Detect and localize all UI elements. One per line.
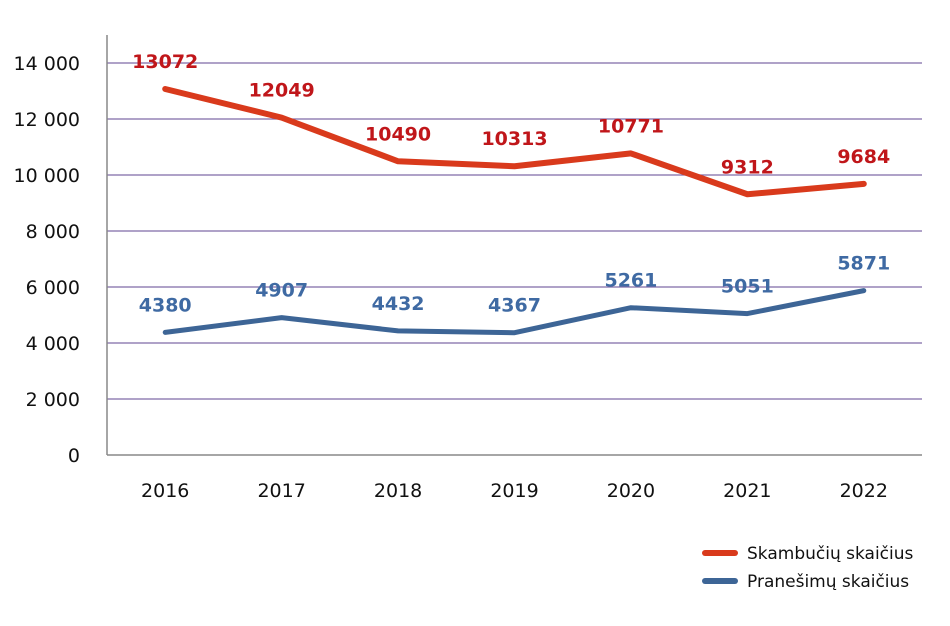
data-label: 4367 [488, 295, 541, 317]
legend-label: Skambučių skaičius [747, 544, 914, 564]
x-tick-label: 2016 [141, 480, 189, 502]
series-line-0 [162, 85, 867, 198]
y-tick-label: 4 000 [26, 333, 80, 355]
x-tick-label: 2017 [257, 480, 305, 502]
data-label: 13072 [132, 51, 198, 73]
data-label: 5871 [837, 253, 890, 275]
x-tick-label: 2021 [723, 480, 771, 502]
data-label: 10771 [598, 115, 664, 137]
y-tick-label: 8 000 [26, 221, 80, 243]
data-label: 10490 [365, 123, 431, 145]
y-tick-label: 0 [68, 445, 80, 467]
data-label: 10313 [481, 128, 547, 150]
y-tick-label: 10 000 [14, 165, 80, 187]
x-tick-label: 2022 [840, 480, 888, 502]
legend-label: Pranešimų skaičius [747, 572, 909, 592]
y-tick-label: 6 000 [26, 277, 80, 299]
series-line-1 [162, 288, 867, 336]
data-label: 4380 [139, 294, 192, 316]
y-tick-label: 12 000 [14, 109, 80, 131]
x-tick-label: 2019 [490, 480, 538, 502]
y-tick-label: 2 000 [26, 389, 80, 411]
data-label: 4907 [255, 280, 308, 302]
data-label: 5261 [604, 270, 657, 292]
data-label: 5051 [721, 276, 774, 298]
y-tick-label: 14 000 [14, 53, 80, 75]
x-tick-label: 2020 [607, 480, 655, 502]
data-label: 12049 [249, 80, 315, 102]
x-tick-label: 2018 [374, 480, 422, 502]
data-label: 9312 [721, 156, 774, 178]
data-label: 4432 [372, 293, 425, 315]
data-label: 9684 [837, 146, 890, 168]
